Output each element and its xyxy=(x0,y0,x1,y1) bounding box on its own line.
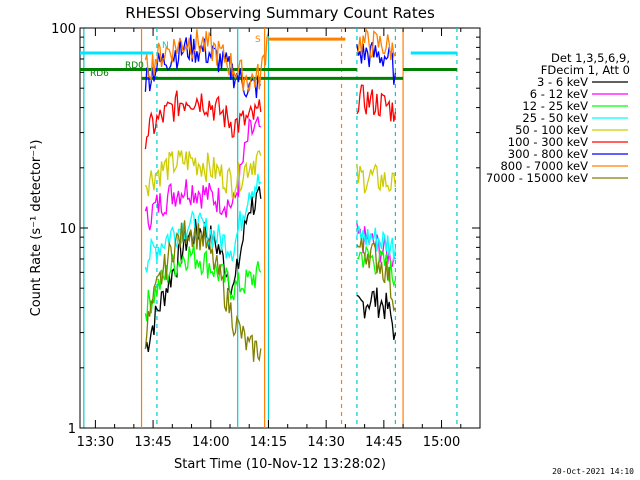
series-line-4-seg1 xyxy=(144,174,262,273)
series-line-5-seg1 xyxy=(144,150,262,199)
x-tick-label: 14:30 xyxy=(307,435,344,450)
series-line-3-seg1 xyxy=(144,243,262,322)
series-line-5-seg2 xyxy=(356,163,397,194)
series-line-7-seg2 xyxy=(356,41,397,85)
series-1 xyxy=(144,186,397,352)
x-tick-label: 14:15 xyxy=(250,435,287,450)
series-line-4-seg2 xyxy=(356,225,397,261)
plot-frame xyxy=(79,27,481,429)
legend-entry-label: 12 - 25 keV xyxy=(522,99,588,113)
y-tick-label: 100 xyxy=(51,22,76,37)
x-axis-label: Start Time (10-Nov-12 13:28:02) xyxy=(174,457,386,472)
legend-entry-label: 100 - 300 keV xyxy=(508,135,588,149)
legend-header: FDecim 1, Att 0 xyxy=(541,63,630,77)
x-tick-label: 13:30 xyxy=(77,435,114,450)
series-line-2-seg1 xyxy=(144,116,262,231)
x-tick-label: 14:45 xyxy=(365,435,402,450)
x-axis: 13:30 13:45 14:00 14:15 14:30 14:45 15:00 xyxy=(77,28,481,450)
y-tick-label: 10 xyxy=(59,222,76,237)
series-6 xyxy=(144,84,397,150)
plot-area: RD0 RD6 N S xyxy=(79,27,481,429)
x-tick-label: 13:45 xyxy=(134,435,171,450)
annotation-label: RD0 xyxy=(125,61,144,71)
series-2 xyxy=(144,116,396,267)
y-axis: 1 10 100 xyxy=(51,22,480,437)
annotation-label: N xyxy=(162,41,169,51)
legend-header: Det 1,3,5,6,9, xyxy=(551,51,630,65)
series-line-9-seg2 xyxy=(356,237,396,312)
legend: Det 1,3,5,6,9,FDecim 1, Att 03 - 6 keV6 … xyxy=(486,51,630,185)
y-tick-label: 1 xyxy=(68,422,76,437)
series-9 xyxy=(144,220,396,362)
y-axis-label: Count Rate (s⁻¹ detector⁻¹) xyxy=(29,140,44,317)
series-8 xyxy=(144,28,396,92)
series-7 xyxy=(144,34,397,99)
series-5 xyxy=(144,150,397,199)
legend-entry-label: 25 - 50 keV xyxy=(522,111,588,125)
legend-entry-label: 3 - 6 keV xyxy=(537,75,588,89)
x-tick-label: 14:00 xyxy=(192,435,229,450)
chart-title: RHESSI Observing Summary Count Rates xyxy=(125,4,435,22)
footer-date: 20-Oct-2021 14:10 xyxy=(552,467,634,476)
series-line-6-seg1 xyxy=(144,90,262,150)
series-3 xyxy=(144,243,397,322)
series-line-8-seg2 xyxy=(356,28,396,61)
annotation-label: S xyxy=(255,35,261,45)
series-4 xyxy=(144,174,397,273)
series-line-6-seg2 xyxy=(356,84,397,122)
legend-entry-label: 800 - 7000 keV xyxy=(500,159,588,173)
series-line-9-seg1 xyxy=(144,220,262,362)
x-tick-label: 15:00 xyxy=(423,435,460,450)
series-line-1-seg2 xyxy=(356,287,397,340)
annotation-label: RD6 xyxy=(90,69,109,79)
legend-entry-label: 300 - 800 keV xyxy=(508,147,588,161)
legend-entry-label: 50 - 100 keV xyxy=(515,123,588,137)
legend-entry-label: 7000 - 15000 keV xyxy=(486,171,588,185)
legend-entry-label: 6 - 12 keV xyxy=(530,87,588,101)
series-line-8-seg1 xyxy=(144,29,270,92)
series-line-3-seg2 xyxy=(356,245,397,288)
